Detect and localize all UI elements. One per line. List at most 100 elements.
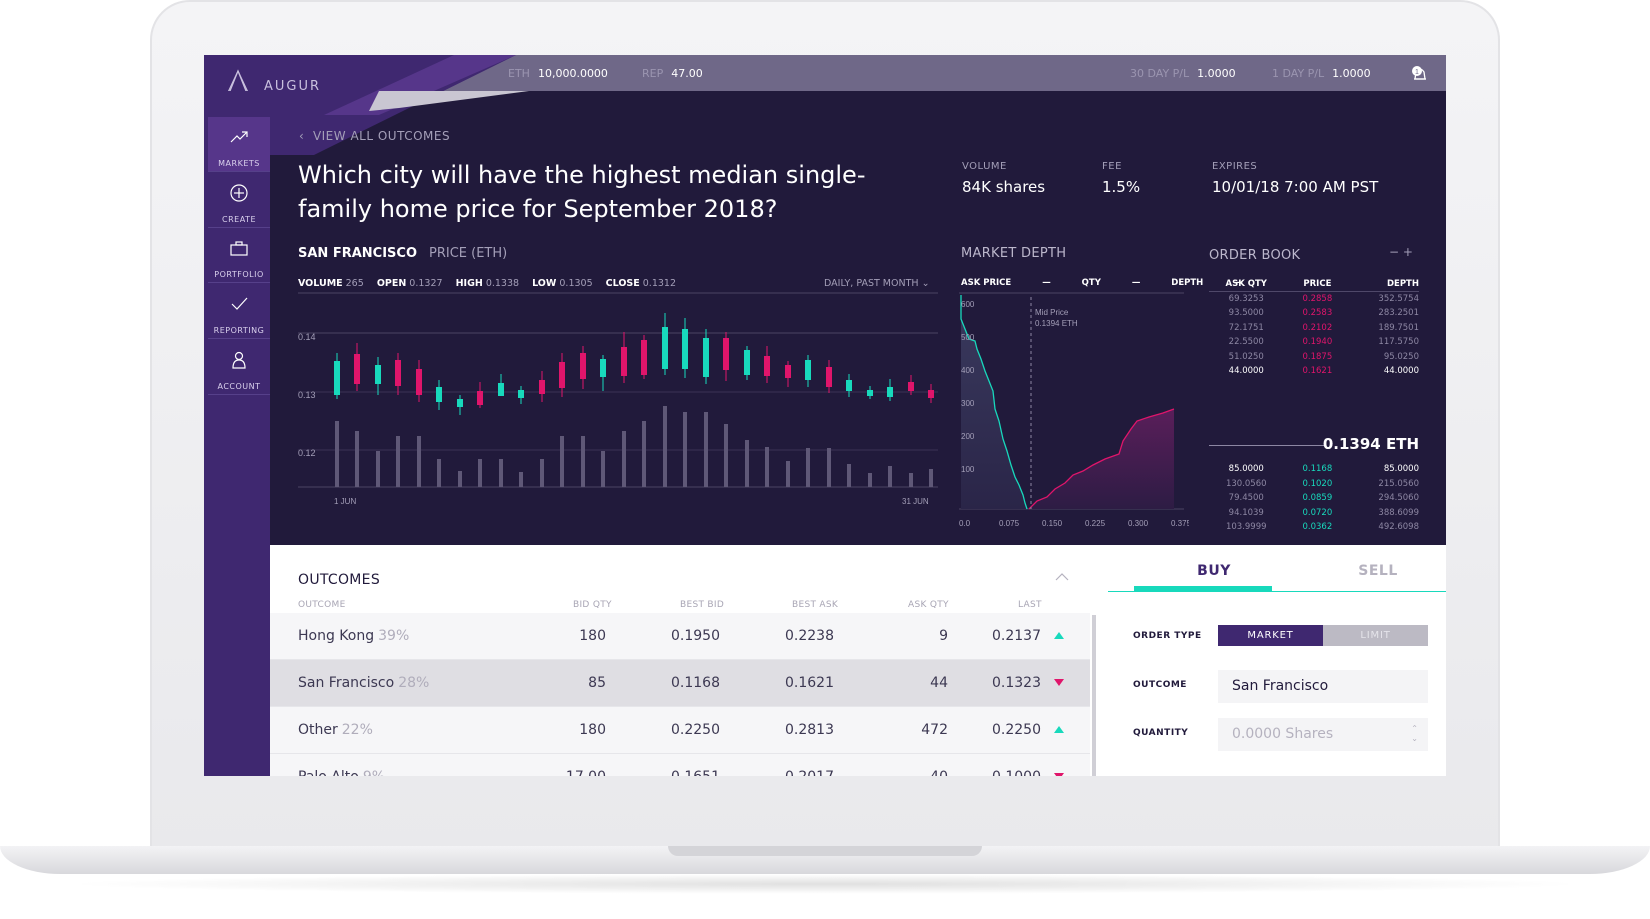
market-depth-headers: ASK PRICE — QTY — DEPTH — [961, 278, 1243, 288]
tab-sell[interactable]: SELL [1358, 563, 1398, 579]
sidebar-item-label: MARKETS [218, 159, 260, 168]
meta-fee: FEE 1.5% [1102, 161, 1141, 196]
price-chart-heading: SAN FRANCISCO PRICE (ETH) [298, 246, 508, 261]
order-type-market[interactable]: MARKET [1218, 625, 1323, 646]
ask-price-toggle[interactable]: ASK PRICE — [961, 278, 1051, 288]
sidebar-item-label: REPORTING [213, 326, 265, 335]
outcomes-panel: OUTCOMES OUTCOME BID QTY BEST BID BEST A… [270, 545, 1100, 776]
chevron-left-icon: ‹ [299, 129, 313, 143]
svg-text:1 JUN: 1 JUN [334, 497, 356, 506]
col-bid-qty[interactable]: BID QTY [573, 600, 612, 610]
tab-divider [1108, 591, 1446, 592]
market-title: Which city will have the highest median … [298, 161, 866, 223]
eth-balance: ETH 10,000.0000 [508, 67, 608, 80]
chevron-up-icon[interactable] [1054, 571, 1070, 583]
order-type-toggle: MARKET LIMIT [1218, 625, 1428, 646]
market-depth-title: MARKET DEPTH [961, 246, 1067, 261]
svg-text:600: 600 [961, 300, 975, 309]
table-row[interactable]: Other 22% 180 0.2250 0.2813 472 0.2250 [270, 707, 1090, 754]
svg-text:0.13: 0.13 [298, 390, 316, 400]
ask-row[interactable]: 93.5000 0.2583 283.2501 [1228, 308, 1419, 318]
ask-header-row: ASK QTY PRICE DEPTH [1209, 277, 1419, 292]
period-dropdown[interactable]: DAILY, PAST MONTH ⌄ [824, 278, 930, 289]
outcomes-title: OUTCOMES [298, 572, 381, 588]
trend-down-icon [1054, 679, 1064, 686]
bid-row[interactable]: 94.1039 0.0720 388.6099 [1228, 507, 1419, 518]
svg-text:0.1394 ETH: 0.1394 ETH [1035, 319, 1078, 328]
order-book-title: ORDER BOOK [1209, 248, 1301, 263]
sidebar: MARKETS CREATE PORTFOLIO REPORTING ACCOU… [204, 91, 270, 776]
one-day-pl: 1 DAY P/L 1.0000 [1272, 67, 1371, 80]
col-last[interactable]: LAST [1018, 600, 1042, 610]
col-ask-qty[interactable]: ASK QTY [908, 600, 949, 610]
order-book-mid-price: 0.1394 ETH [1209, 432, 1419, 458]
bottom-panel: OUTCOMES OUTCOME BID QTY BEST BID BEST A… [270, 545, 1446, 776]
sidebar-item-account[interactable]: ACCOUNT [208, 340, 270, 395]
trend-up-icon [1054, 726, 1064, 733]
outcome-field[interactable]: San Francisco [1218, 670, 1428, 703]
svg-text:31 JUN: 31 JUN [902, 497, 929, 506]
svg-text:400: 400 [961, 366, 975, 375]
svg-text:0.225: 0.225 [1085, 519, 1106, 528]
bid-row[interactable]: 103.9999 0.0362 492.6098 [1225, 522, 1419, 532]
order-book-asks: ASK QTY PRICE DEPTH 69.3253 0.2858 352.5754 … [1209, 277, 1419, 379]
market-depth-chart[interactable]: Mid Price 0.1394 ETH 600 500 400 300 200… [959, 289, 1189, 529]
table-row[interactable]: San Francisco 28% 85 0.1168 0.1621 44 0.1… [270, 660, 1090, 707]
bid-row[interactable]: 85.0000 0.1168 85.0000 [1228, 464, 1419, 474]
svg-text:0.12: 0.12 [298, 448, 316, 458]
ask-row[interactable]: 51.0250 0.1875 95.0250 [1228, 351, 1419, 362]
notifications-button[interactable]: 1 [1409, 63, 1431, 85]
svg-text:0.375: 0.375 [1171, 519, 1189, 528]
ask-row[interactable]: 72.1751 0.2102 189.7501 [1228, 322, 1419, 333]
meta-volume: VOLUME 84K shares [962, 161, 1046, 196]
active-tab-indicator [1134, 586, 1272, 591]
svg-text:0.150: 0.150 [1042, 519, 1063, 528]
candlestick-chart[interactable]: 0.14 0.13 0.12 1 JUN 31 JUN [298, 291, 938, 516]
quantity-label: QUANTITY [1133, 728, 1189, 738]
trending-up-icon [230, 131, 248, 143]
svg-text:100: 100 [961, 465, 975, 474]
sidebar-item-reporting[interactable]: REPORTING [208, 284, 270, 339]
table-row[interactable]: Palo Alto9% 17.00 0.1651 0.2017 40 0.100… [270, 754, 1090, 776]
order-book-zoom-controls[interactable]: − + [1389, 245, 1413, 259]
trend-up-icon [1054, 632, 1064, 639]
app-screen: ETH 10,000.0000 REP 47.00 30 DAY P/L 1.0000… [204, 55, 1446, 776]
ask-row[interactable]: 69.3253 0.2858 352.5754 [1228, 293, 1419, 304]
outcome-label: OUTCOME [1133, 680, 1187, 690]
bell-icon: 1 [1412, 66, 1426, 80]
rep-balance: REP 47.00 [642, 67, 703, 80]
sidebar-item-markets[interactable]: MARKETS [208, 117, 270, 172]
sidebar-item-label: ACCOUNT [217, 382, 261, 391]
checkmark-icon [231, 297, 248, 310]
tab-buy[interactable]: BUY [1197, 563, 1231, 579]
sidebar-item-label: CREATE [222, 215, 256, 224]
col-best-bid[interactable]: BEST BID [680, 600, 725, 610]
order-type-limit[interactable]: LIMIT [1323, 625, 1428, 646]
col-outcome[interactable]: OUTCOME [298, 600, 346, 610]
quantity-stepper[interactable]: ⌃ ⌄ [1411, 724, 1418, 743]
outcomes-scrollbar[interactable] [1092, 615, 1096, 776]
depth-toggle[interactable]: DEPTH — [1171, 278, 1243, 288]
ask-row[interactable]: 44.0000 0.1621 44.0000 [1228, 366, 1419, 376]
briefcase-icon [230, 241, 248, 256]
sidebar-item-portfolio[interactable]: PORTFOLIO [208, 228, 270, 283]
table-row[interactable]: Hong Kong 39% 180 0.1950 0.2238 9 0.2137 [270, 613, 1090, 660]
ask-row[interactable]: 22.5500 0.1940 117.5750 [1228, 337, 1419, 347]
bid-row[interactable]: 79.4500 0.0859 294.5060 [1228, 493, 1419, 503]
quantity-input[interactable]: 0.0000 Shares ⌃ ⌄ [1218, 718, 1428, 751]
bid-row[interactable]: 130.0560 0.1020 215.0560 [1225, 478, 1419, 489]
svg-text:Mid Price: Mid Price [1035, 308, 1069, 317]
view-all-outcomes-link[interactable]: ‹ VIEW ALL OUTCOMES [299, 129, 451, 143]
svg-text:0.300: 0.300 [1128, 519, 1149, 528]
trend-down-icon [1054, 773, 1064, 776]
qty-toggle[interactable]: QTY — [1081, 278, 1141, 288]
app-name: AUGUR [264, 79, 322, 94]
laptop-notch [668, 846, 982, 856]
col-best-ask[interactable]: BEST ASK [792, 600, 839, 610]
ohlc-summary: VOLUME 265 OPEN 0.1327 HIGH 0.1338 LOW 0.130… [298, 278, 677, 289]
svg-text:0.14: 0.14 [298, 332, 316, 342]
svg-text:1: 1 [1415, 69, 1419, 76]
plus-circle-icon [230, 184, 248, 202]
sidebar-item-create[interactable]: CREATE [208, 173, 270, 228]
